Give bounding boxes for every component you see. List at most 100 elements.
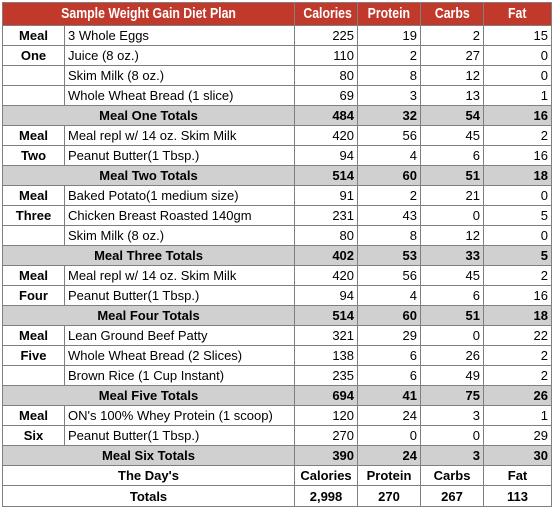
carbs-value: 21	[420, 185, 485, 206]
meal-label-line2: Three	[2, 205, 65, 226]
food-name: ON's 100% Whey Protein (1 scoop)	[63, 405, 296, 426]
meal-label-line1: Meal	[2, 405, 65, 426]
food-name: Skim Milk (8 oz.)	[63, 225, 296, 246]
meal-total-fat: 18	[483, 305, 553, 326]
food-row: Whole Wheat Bread (1 slice) 69 3 13 1	[2, 85, 553, 106]
grand-total-protein: 270	[357, 485, 422, 507]
fat-value: 16	[483, 285, 553, 306]
fat-value: 22	[483, 325, 553, 346]
calories-value: 321	[294, 325, 359, 346]
calories-value: 94	[294, 145, 359, 166]
meal-label-empty	[2, 365, 65, 386]
meal-total-row: Meal Four Totals 514 60 51 18	[1, 305, 553, 326]
calories-value: 91	[294, 185, 359, 206]
food-row: One Juice (8 oz.) 110 2 27 0	[2, 45, 553, 66]
fat-value: 29	[483, 425, 553, 446]
food-row: Meal ON's 100% Whey Protein (1 scoop) 120 2…	[2, 405, 553, 426]
meal-label-line2: Six	[2, 425, 65, 446]
food-row: Meal Meal repl w/ 14 oz. Skim Milk 420 56 45…	[2, 125, 553, 146]
fat-value: 0	[483, 225, 553, 246]
day-protein-label: Protein	[357, 465, 422, 486]
meal-total-calories: 402	[294, 245, 359, 266]
calories-value: 235	[294, 365, 359, 386]
meal-label-line1: Meal	[2, 25, 65, 46]
calories-value: 420	[294, 125, 359, 146]
grand-total-calories: 2,998	[294, 485, 359, 507]
food-name: Meal repl w/ 14 oz. Skim Milk	[63, 265, 296, 286]
fat-value: 1	[483, 85, 553, 106]
food-row: Brown Rice (1 Cup Instant) 235 6 49 2	[2, 365, 553, 386]
carbs-value: 45	[420, 265, 485, 286]
meal-label-line1: Meal	[2, 185, 65, 206]
meal-total-fat: 30	[483, 445, 553, 466]
meal-total-calories: 390	[294, 445, 359, 466]
meal-total-protein: 60	[357, 305, 422, 326]
protein-value: 6	[357, 365, 422, 386]
meal-total-protein: 60	[357, 165, 422, 186]
meal-total-label: Meal Three Totals	[1, 245, 296, 266]
protein-value: 43	[357, 205, 422, 226]
carbs-value: 2	[420, 25, 485, 46]
fat-value: 5	[483, 205, 553, 226]
protein-value: 8	[357, 65, 422, 86]
calories-value: 69	[294, 85, 359, 106]
day-carbs-label: Carbs	[420, 465, 485, 486]
fat-value: 16	[483, 145, 553, 166]
meal-total-calories: 514	[294, 305, 359, 326]
day-fat-label: Fat	[483, 465, 553, 486]
fat-value: 2	[483, 125, 553, 146]
meal-total-row: Meal One Totals 484 32 54 16	[1, 105, 553, 126]
fat-value: 15	[483, 25, 553, 46]
protein-value: 3	[357, 85, 422, 106]
grand-total-carbs: 267	[420, 485, 485, 507]
meal-label-empty	[2, 65, 65, 86]
diet-plan-table: Sample Weight Gain Diet Plan Calories Pr…	[1, 2, 553, 507]
meal-total-fat: 26	[483, 385, 553, 406]
day-header-row: The Day's Calories Protein Carbs Fat	[1, 465, 553, 486]
meal-total-row: Meal Three Totals 402 53 33 5	[1, 245, 553, 266]
calories-value: 94	[294, 285, 359, 306]
protein-value: 8	[357, 225, 422, 246]
meal-total-protein: 53	[357, 245, 422, 266]
food-name: Skim Milk (8 oz.)	[63, 65, 296, 86]
header-row: Sample Weight Gain Diet Plan Calories Pr…	[1, 2, 553, 26]
carbs-value: 45	[420, 125, 485, 146]
meal-total-label: Meal One Totals	[1, 105, 296, 126]
meal-label-line2: Two	[2, 145, 65, 166]
food-name: Meal repl w/ 14 oz. Skim Milk	[63, 125, 296, 146]
carbs-value: 12	[420, 65, 485, 86]
carbs-value: 3	[420, 405, 485, 426]
meal-total-calories: 694	[294, 385, 359, 406]
food-name: Peanut Butter(1 Tbsp.)	[63, 425, 296, 446]
fat-header: Fat	[483, 2, 553, 26]
protein-value: 4	[357, 145, 422, 166]
fat-value: 2	[483, 365, 553, 386]
carbs-value: 27	[420, 45, 485, 66]
calories-value: 80	[294, 225, 359, 246]
meal-total-calories: 514	[294, 165, 359, 186]
food-name: Whole Wheat Bread (1 slice)	[63, 85, 296, 106]
meal-label-empty	[2, 85, 65, 106]
meal-total-label: Meal Two Totals	[1, 165, 296, 186]
meal-total-row: Meal Five Totals 694 41 75 26	[1, 385, 553, 406]
food-row: Six Peanut Butter(1 Tbsp.) 270 0 0 29	[2, 425, 553, 446]
grand-total-row: Totals 2,998 270 267 113	[1, 485, 553, 507]
food-row: Meal Meal repl w/ 14 oz. Skim Milk 420 56 45…	[2, 265, 553, 286]
meal-total-label: Meal Six Totals	[1, 445, 296, 466]
day-calories-label: Calories	[294, 465, 359, 486]
protein-value: 56	[357, 265, 422, 286]
diet-body: Meal 3 Whole Eggs 225 19 2 15 One Juice (8 oz.)…	[1, 25, 553, 466]
protein-header: Protein	[357, 2, 422, 26]
calories-value: 110	[294, 45, 359, 66]
meal-label-line1: Meal	[2, 265, 65, 286]
meal-label-empty	[2, 225, 65, 246]
carbs-value: 6	[420, 285, 485, 306]
calories-value: 231	[294, 205, 359, 226]
food-row: Two Peanut Butter(1 Tbsp.) 94 4 6 16	[2, 145, 553, 166]
protein-value: 0	[357, 425, 422, 446]
carbs-value: 0	[420, 325, 485, 346]
day-label: The Day's	[1, 465, 296, 486]
grand-total-fat: 113	[483, 485, 553, 507]
food-row: Skim Milk (8 oz.) 80 8 12 0	[2, 65, 553, 86]
meal-total-label: Meal Five Totals	[1, 385, 296, 406]
